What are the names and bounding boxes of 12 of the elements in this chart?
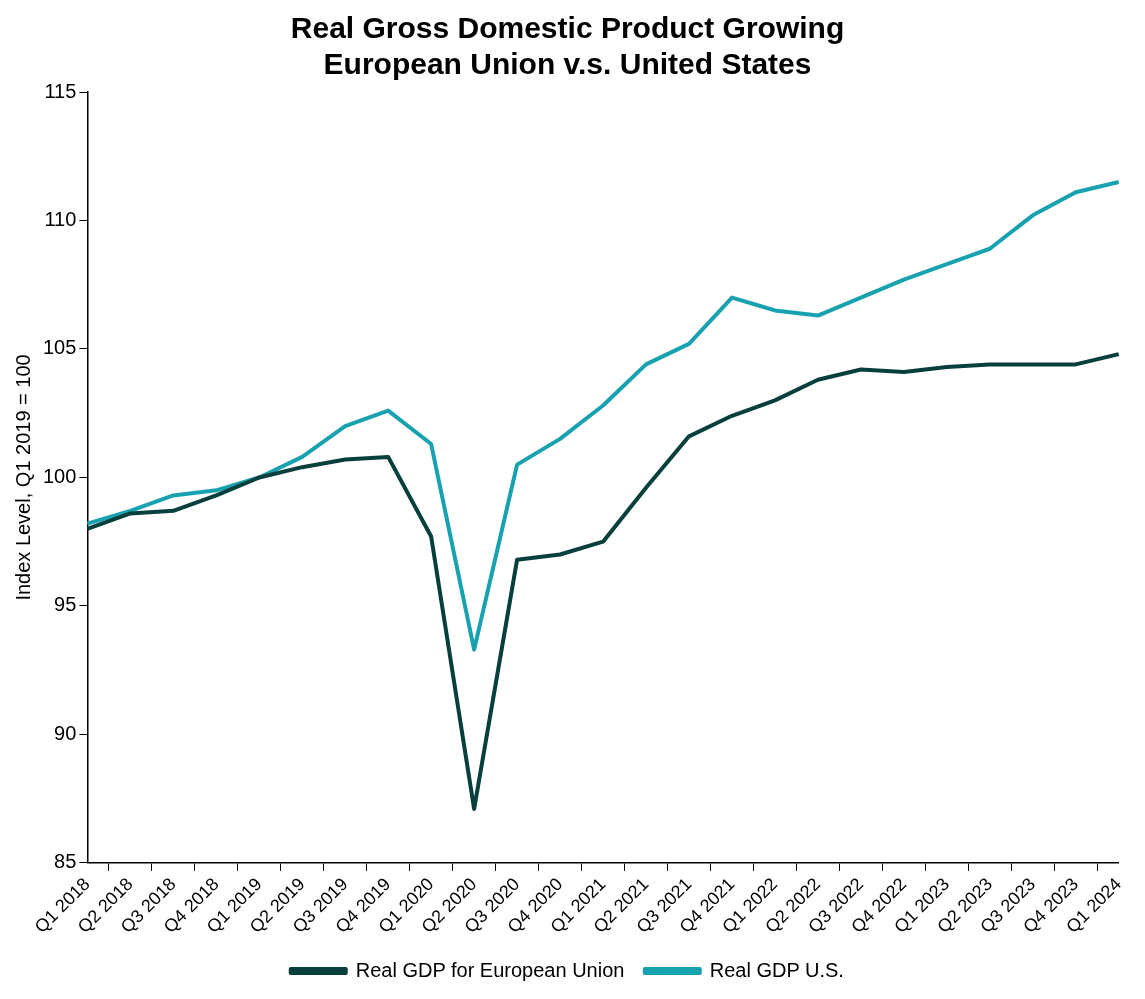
y-tick-label: 85 (54, 850, 77, 873)
legend-label: Real GDP for European Union (355, 958, 625, 981)
text: Real Gross Domestic Product Growing (290, 11, 845, 45)
y-tick-label: 110 (44, 208, 77, 230)
y-axis-title: Index Level, Q1 2019 = 100 (11, 354, 34, 601)
y-tick-label: 95 (54, 593, 77, 616)
text: European Union v.s. United States (323, 47, 812, 81)
y-tick-label: 100 (42, 464, 77, 487)
legend-label: Real GDP U.S. (709, 958, 844, 981)
y-tick-label: 115 (44, 79, 77, 102)
y-tick-label: 90 (54, 721, 77, 744)
y-tick-label: 105 (42, 336, 77, 359)
